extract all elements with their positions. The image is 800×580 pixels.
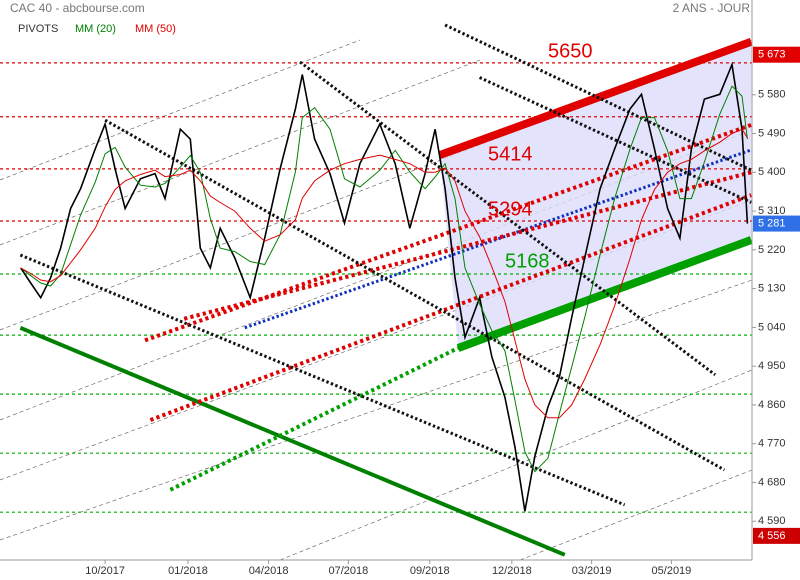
moving-average [20,85,748,473]
y-tick-label: 5 580 [758,89,786,101]
trend-line [456,236,753,352]
y-tick-label: 5 040 [758,321,786,333]
y-tick-label: 4 770 [758,438,786,450]
timeframe: 2 ANS - JOUR [673,1,751,15]
legend-entry: MM (20) [75,23,116,35]
y-tick-label: 5 310 [758,205,786,217]
price-label: 5 673 [758,49,786,61]
y-tick-label: 5 490 [758,127,786,139]
x-tick-label: 10/2017 [85,565,125,577]
price-label-box [753,46,800,63]
trend-line [183,170,752,321]
legend-pivots: PIVOTS [18,23,58,35]
y-tick-label: 5 400 [758,166,786,178]
moving-average [20,128,748,419]
price-label: 5 281 [758,217,786,229]
price-label-box [753,527,800,544]
trend-line [438,38,753,159]
trend-line [478,76,752,204]
trend-line [149,193,752,422]
chart-title: CAC 40 - abcbourse.com [10,1,145,15]
channel-fill [439,41,752,349]
x-tick-label: 03/2019 [572,565,612,577]
x-tick-label: 04/2018 [249,565,289,577]
price-label-box [753,215,800,232]
x-tick-label: 07/2018 [328,565,368,577]
annotation: 5650 [548,40,593,62]
y-tick-label: 4 950 [758,360,786,372]
annotation: 5294 [488,198,533,220]
price-label: 4 556 [758,530,786,542]
trend-line [104,118,726,472]
trend-line [444,23,752,172]
x-tick-label: 05/2019 [652,565,692,577]
y-tick-label: 5 130 [758,283,786,295]
annotation: 5168 [505,250,550,272]
y-tick-label: 5 220 [758,244,786,256]
trend-line [299,60,717,376]
x-tick-label: 01/2018 [168,565,208,577]
x-tick-label: 09/2018 [410,565,450,577]
y-tick-label: 4 860 [758,399,786,411]
y-tick-label: 4 680 [758,476,786,488]
annotation: 5414 [488,143,533,165]
legend-entry: MM (50) [135,23,176,35]
trend-line [169,346,459,492]
x-tick-label: 12/2018 [492,565,532,577]
y-tick-label: 4 590 [758,515,786,527]
trend-line [19,253,626,507]
trend-line [19,325,566,557]
price-line [20,61,749,512]
trend-line [144,123,752,343]
trend-line [244,148,752,330]
